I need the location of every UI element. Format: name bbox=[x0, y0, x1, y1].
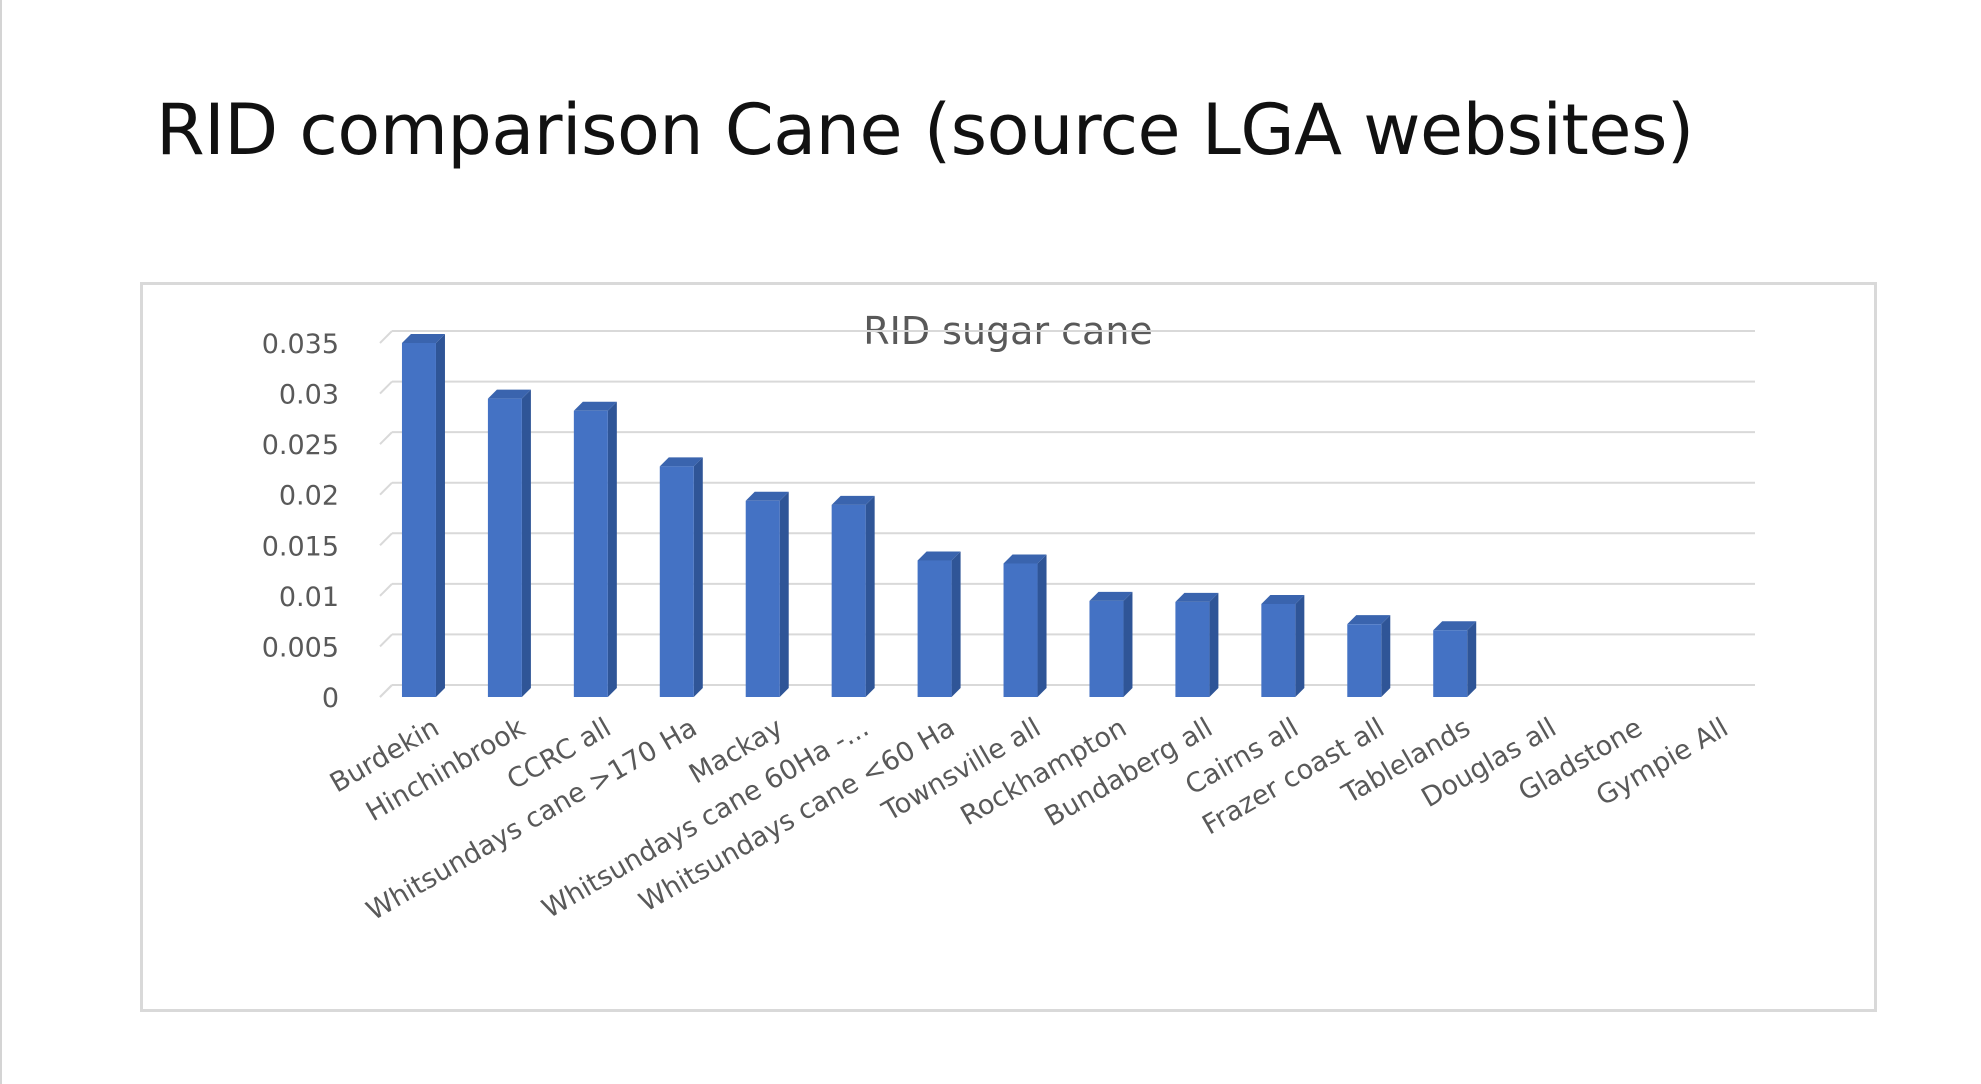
bar-top bbox=[401, 334, 445, 343]
y-tick-label: 0.01 bbox=[279, 582, 339, 613]
bar-top bbox=[1433, 621, 1477, 631]
bar-front bbox=[1433, 630, 1468, 697]
bar-side bbox=[779, 491, 789, 697]
bar bbox=[401, 334, 445, 697]
bar bbox=[1175, 592, 1219, 697]
bar-front bbox=[659, 466, 694, 697]
y-tick-label: 0.005 bbox=[262, 632, 339, 663]
bar bbox=[745, 491, 789, 697]
bar bbox=[1003, 554, 1047, 697]
bar-top bbox=[1003, 554, 1047, 564]
bar-front bbox=[745, 500, 780, 697]
bar-side bbox=[607, 401, 617, 697]
bar-side bbox=[1123, 591, 1133, 697]
bar bbox=[1433, 621, 1477, 697]
slide-left-border bbox=[0, 0, 2, 1084]
gridline-depth bbox=[379, 532, 393, 546]
gridline-depth bbox=[379, 633, 393, 648]
bar-front bbox=[1261, 603, 1296, 697]
bar-top bbox=[659, 457, 703, 467]
bar bbox=[659, 457, 703, 697]
y-tick-label: 0.015 bbox=[262, 531, 339, 562]
gridline-depth bbox=[379, 431, 393, 445]
bar-side bbox=[1381, 615, 1391, 697]
bar bbox=[917, 551, 961, 697]
bar-top bbox=[573, 401, 617, 411]
bar-front bbox=[1175, 601, 1210, 697]
y-tick-label: 0.035 bbox=[262, 329, 339, 360]
bar-front bbox=[1347, 624, 1382, 697]
bar-front bbox=[573, 410, 608, 697]
bar-front bbox=[917, 560, 952, 697]
bar bbox=[1347, 615, 1391, 697]
bar-front bbox=[487, 398, 522, 697]
y-tick-label: 0.025 bbox=[262, 430, 339, 461]
bars bbox=[401, 334, 1477, 697]
gridline-depth bbox=[379, 583, 393, 597]
bar-top bbox=[1089, 591, 1133, 601]
bar bbox=[1089, 591, 1133, 697]
bar-side bbox=[521, 389, 531, 697]
bar-top bbox=[1347, 615, 1391, 625]
bar-side bbox=[1209, 592, 1219, 697]
bar bbox=[831, 495, 875, 697]
gridline-depth bbox=[379, 380, 393, 395]
bar-top bbox=[745, 491, 789, 501]
bar-top bbox=[1175, 592, 1219, 602]
bar-side bbox=[951, 551, 961, 697]
bar-top bbox=[831, 495, 875, 505]
bar-side bbox=[1467, 621, 1477, 697]
gridlines bbox=[379, 330, 1755, 698]
y-tick-label: 0.03 bbox=[279, 380, 339, 411]
bar-top bbox=[917, 551, 961, 561]
bar bbox=[573, 401, 617, 697]
gridline-depth bbox=[379, 482, 393, 496]
bar-top bbox=[487, 389, 531, 399]
bar-chart: RID sugar cane 00.0050.010.0150.020.0250… bbox=[262, 309, 1755, 927]
bar bbox=[1261, 594, 1305, 697]
bar-front bbox=[1089, 600, 1124, 697]
bar-front bbox=[401, 343, 436, 697]
bar-front bbox=[1003, 563, 1038, 697]
bar-top bbox=[1261, 594, 1305, 604]
y-axis-ticks: 0 0.005 0.01 0.015 0.02 0.025 0.03 0.035 bbox=[262, 329, 339, 714]
y-tick-label: 0 bbox=[322, 683, 339, 714]
bar-side bbox=[1295, 594, 1305, 697]
slide-title: RID comparison Cane (source LGA websites… bbox=[156, 89, 1694, 171]
bar-side bbox=[693, 457, 703, 697]
y-tick-label: 0.02 bbox=[279, 481, 339, 512]
bar-side bbox=[865, 495, 875, 697]
bar-front bbox=[831, 504, 866, 697]
bar bbox=[487, 389, 531, 697]
gridline-depth bbox=[379, 330, 393, 344]
bar-side bbox=[1037, 554, 1047, 697]
chart-frame: RID sugar cane 0 0.005 0.01 0.015 0.02 0.025 0… bbox=[140, 282, 1877, 1012]
floor-edge bbox=[379, 684, 393, 698]
bar-side bbox=[435, 334, 445, 697]
